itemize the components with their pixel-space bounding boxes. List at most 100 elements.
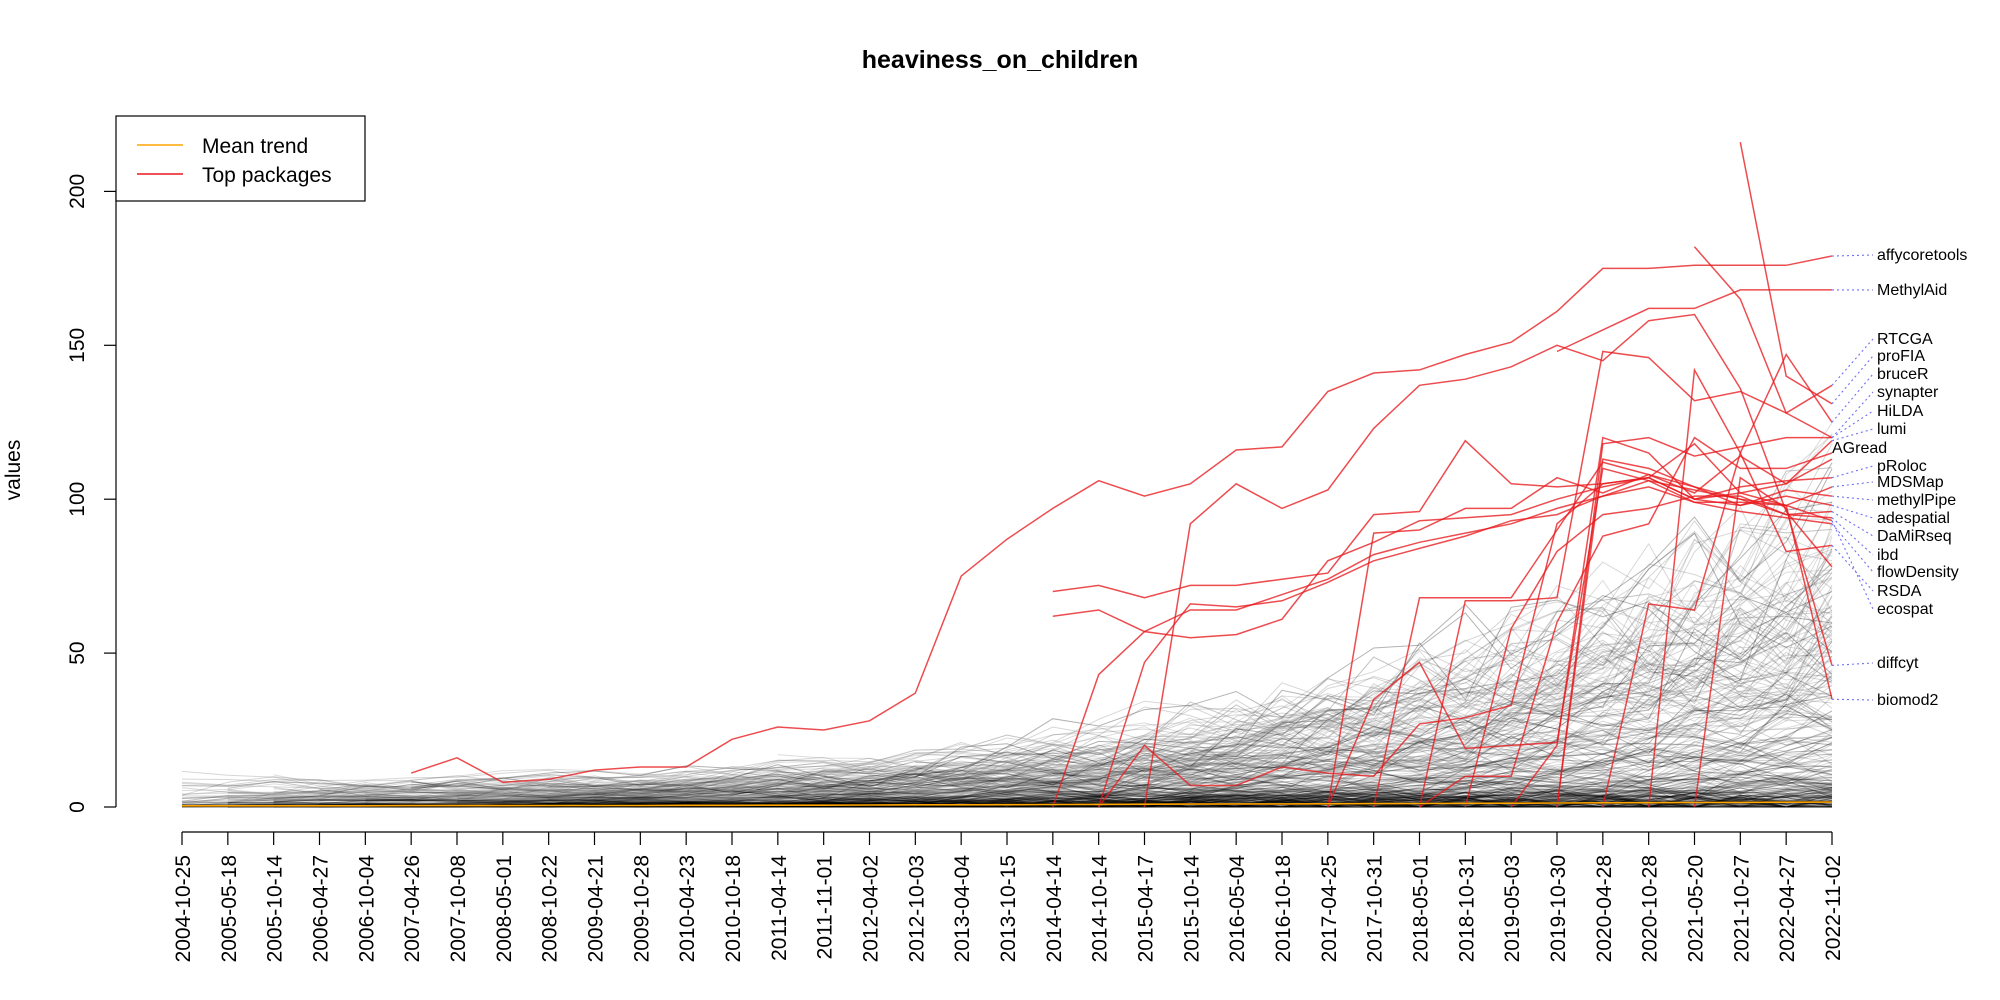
package-label-adespatial: adespatial: [1877, 510, 1950, 527]
x-tick-label: 2020-10-28: [1639, 855, 1662, 962]
x-tick-label: 2015-10-14: [1180, 855, 1203, 963]
background-series-line: [227, 584, 1833, 804]
x-tick-label: 2013-04-04: [951, 855, 974, 963]
background-series-line: [181, 649, 1833, 802]
background-series-line: [273, 794, 1833, 808]
background-series-line: [548, 595, 1833, 794]
background-series-line: [181, 776, 1833, 808]
background-series-line: [548, 795, 1833, 808]
background-series-line: [777, 607, 1833, 770]
background-series-line: [319, 635, 1833, 801]
package-label-RTCGA: RTCGA: [1877, 331, 1933, 348]
y-axis: 0 50 100 150 200: [66, 174, 117, 813]
package-label-ibd: ibd: [1877, 547, 1898, 564]
background-series-line: [319, 693, 1833, 802]
background-series-line: [456, 546, 1833, 796]
y-tick-label: 50: [66, 641, 89, 664]
background-series-line: [181, 501, 1833, 800]
label-leader-line: [1831, 338, 1874, 386]
background-series-line: [1052, 632, 1833, 776]
package-label-methylPipe: methylPipe: [1877, 492, 1956, 509]
label-leader-line: [1831, 517, 1874, 556]
background-series-line: [1465, 684, 1833, 767]
top-package-line-top-extra-2: [1419, 436, 1833, 808]
background-series-line: [181, 501, 1833, 800]
x-tick-label: 2013-10-15: [997, 855, 1020, 962]
legend-label-top-packages: Top packages: [202, 164, 332, 187]
top-package-line-proFIA: [1739, 142, 1833, 405]
background-series-line: [181, 631, 1833, 805]
x-tick-label: 2005-05-18: [218, 855, 241, 962]
x-tick-label: 2011-11-01: [814, 855, 837, 959]
package-label-ecospat: ecospat: [1877, 601, 1934, 618]
legend-box: [115, 115, 366, 202]
x-axis: 2004-10-25 2005-05-18 2005-10-14 2006-04-27…: [172, 831, 1845, 963]
background-series-line: [227, 506, 1833, 804]
background-series-line: [548, 696, 1833, 806]
top-package-line-adespatial: [1052, 476, 1833, 808]
background-series-line: [731, 775, 1833, 808]
background-series-line: [181, 641, 1833, 804]
background-series-line: [502, 787, 1833, 808]
x-tick-label: 2011-04-14: [768, 855, 791, 961]
background-series-line: [411, 732, 1833, 806]
background-series-line: [869, 433, 1833, 779]
background-series-line: [273, 766, 1833, 808]
background-series-line: [1098, 651, 1833, 793]
x-tick-label: 2018-05-01: [1410, 855, 1433, 962]
label-leader-line: [1831, 504, 1874, 519]
background-series-line: [181, 520, 1833, 796]
x-tick-label: 2006-10-04: [355, 855, 378, 963]
background-series-line: [777, 716, 1833, 801]
label-leader-line: [1831, 523, 1874, 573]
x-tick-label: 2007-04-26: [401, 855, 424, 962]
package-label-pRoloc: pRoloc: [1877, 458, 1927, 475]
background-series-line: [273, 679, 1833, 804]
package-label-HiLDA: HiLDA: [1877, 403, 1924, 420]
background-series-line: [456, 547, 1833, 788]
background-series-line: [594, 691, 1833, 802]
background-series-line: [502, 796, 1833, 808]
background-series-line: [502, 572, 1833, 797]
background-series-line: [456, 572, 1833, 796]
background-series-line: [181, 783, 1833, 808]
background-series-line: [456, 724, 1833, 803]
x-tick-label: 2008-10-22: [539, 855, 562, 962]
package-label-DaMiRseq: DaMiRseq: [1877, 528, 1952, 545]
background-series-line: [365, 762, 1833, 807]
background-series-line: [731, 501, 1833, 789]
background-series-line: [181, 656, 1833, 802]
background-series-line: [1236, 788, 1833, 808]
top-package-line-RSDA: [1602, 450, 1833, 808]
background-series-line: [548, 661, 1833, 801]
background-series-line: [411, 462, 1833, 787]
x-tick-label: 2006-04-27: [310, 855, 333, 962]
top-package-line-RTCGA: [1693, 246, 1833, 415]
mean-trend-line-group: [182, 800, 1833, 807]
label-leader-line: [1831, 698, 1874, 701]
background-series-line: [594, 622, 1833, 794]
background-series-line: [365, 640, 1833, 802]
background-series-line: [640, 768, 1833, 808]
background-series-line: [548, 584, 1833, 798]
background-series-line: [915, 671, 1833, 799]
background-series-line: [686, 737, 1833, 807]
background-series-line: [777, 577, 1833, 783]
background-series-line: [502, 604, 1833, 799]
background-series-line: [181, 772, 1833, 808]
x-tick-label: 2019-10-30: [1547, 855, 1570, 962]
background-series-line: [1511, 703, 1833, 787]
x-tick-label: 2021-10-27: [1730, 855, 1753, 962]
background-series-line: [1144, 529, 1833, 780]
background-series-line: [181, 696, 1833, 804]
label-leader-line: [1831, 511, 1874, 537]
x-tick-label: 2019-05-03: [1501, 855, 1524, 962]
label-leader-line: [1831, 391, 1874, 439]
background-series-line: [365, 774, 1833, 808]
background-lines: [181, 422, 1833, 808]
top-package-line-HiLDA: [1556, 436, 1832, 808]
background-series-line: [456, 698, 1833, 802]
x-tick-label: 2007-10-08: [447, 855, 470, 962]
background-series-line: [640, 768, 1833, 808]
background-series-line: [1556, 784, 1833, 803]
